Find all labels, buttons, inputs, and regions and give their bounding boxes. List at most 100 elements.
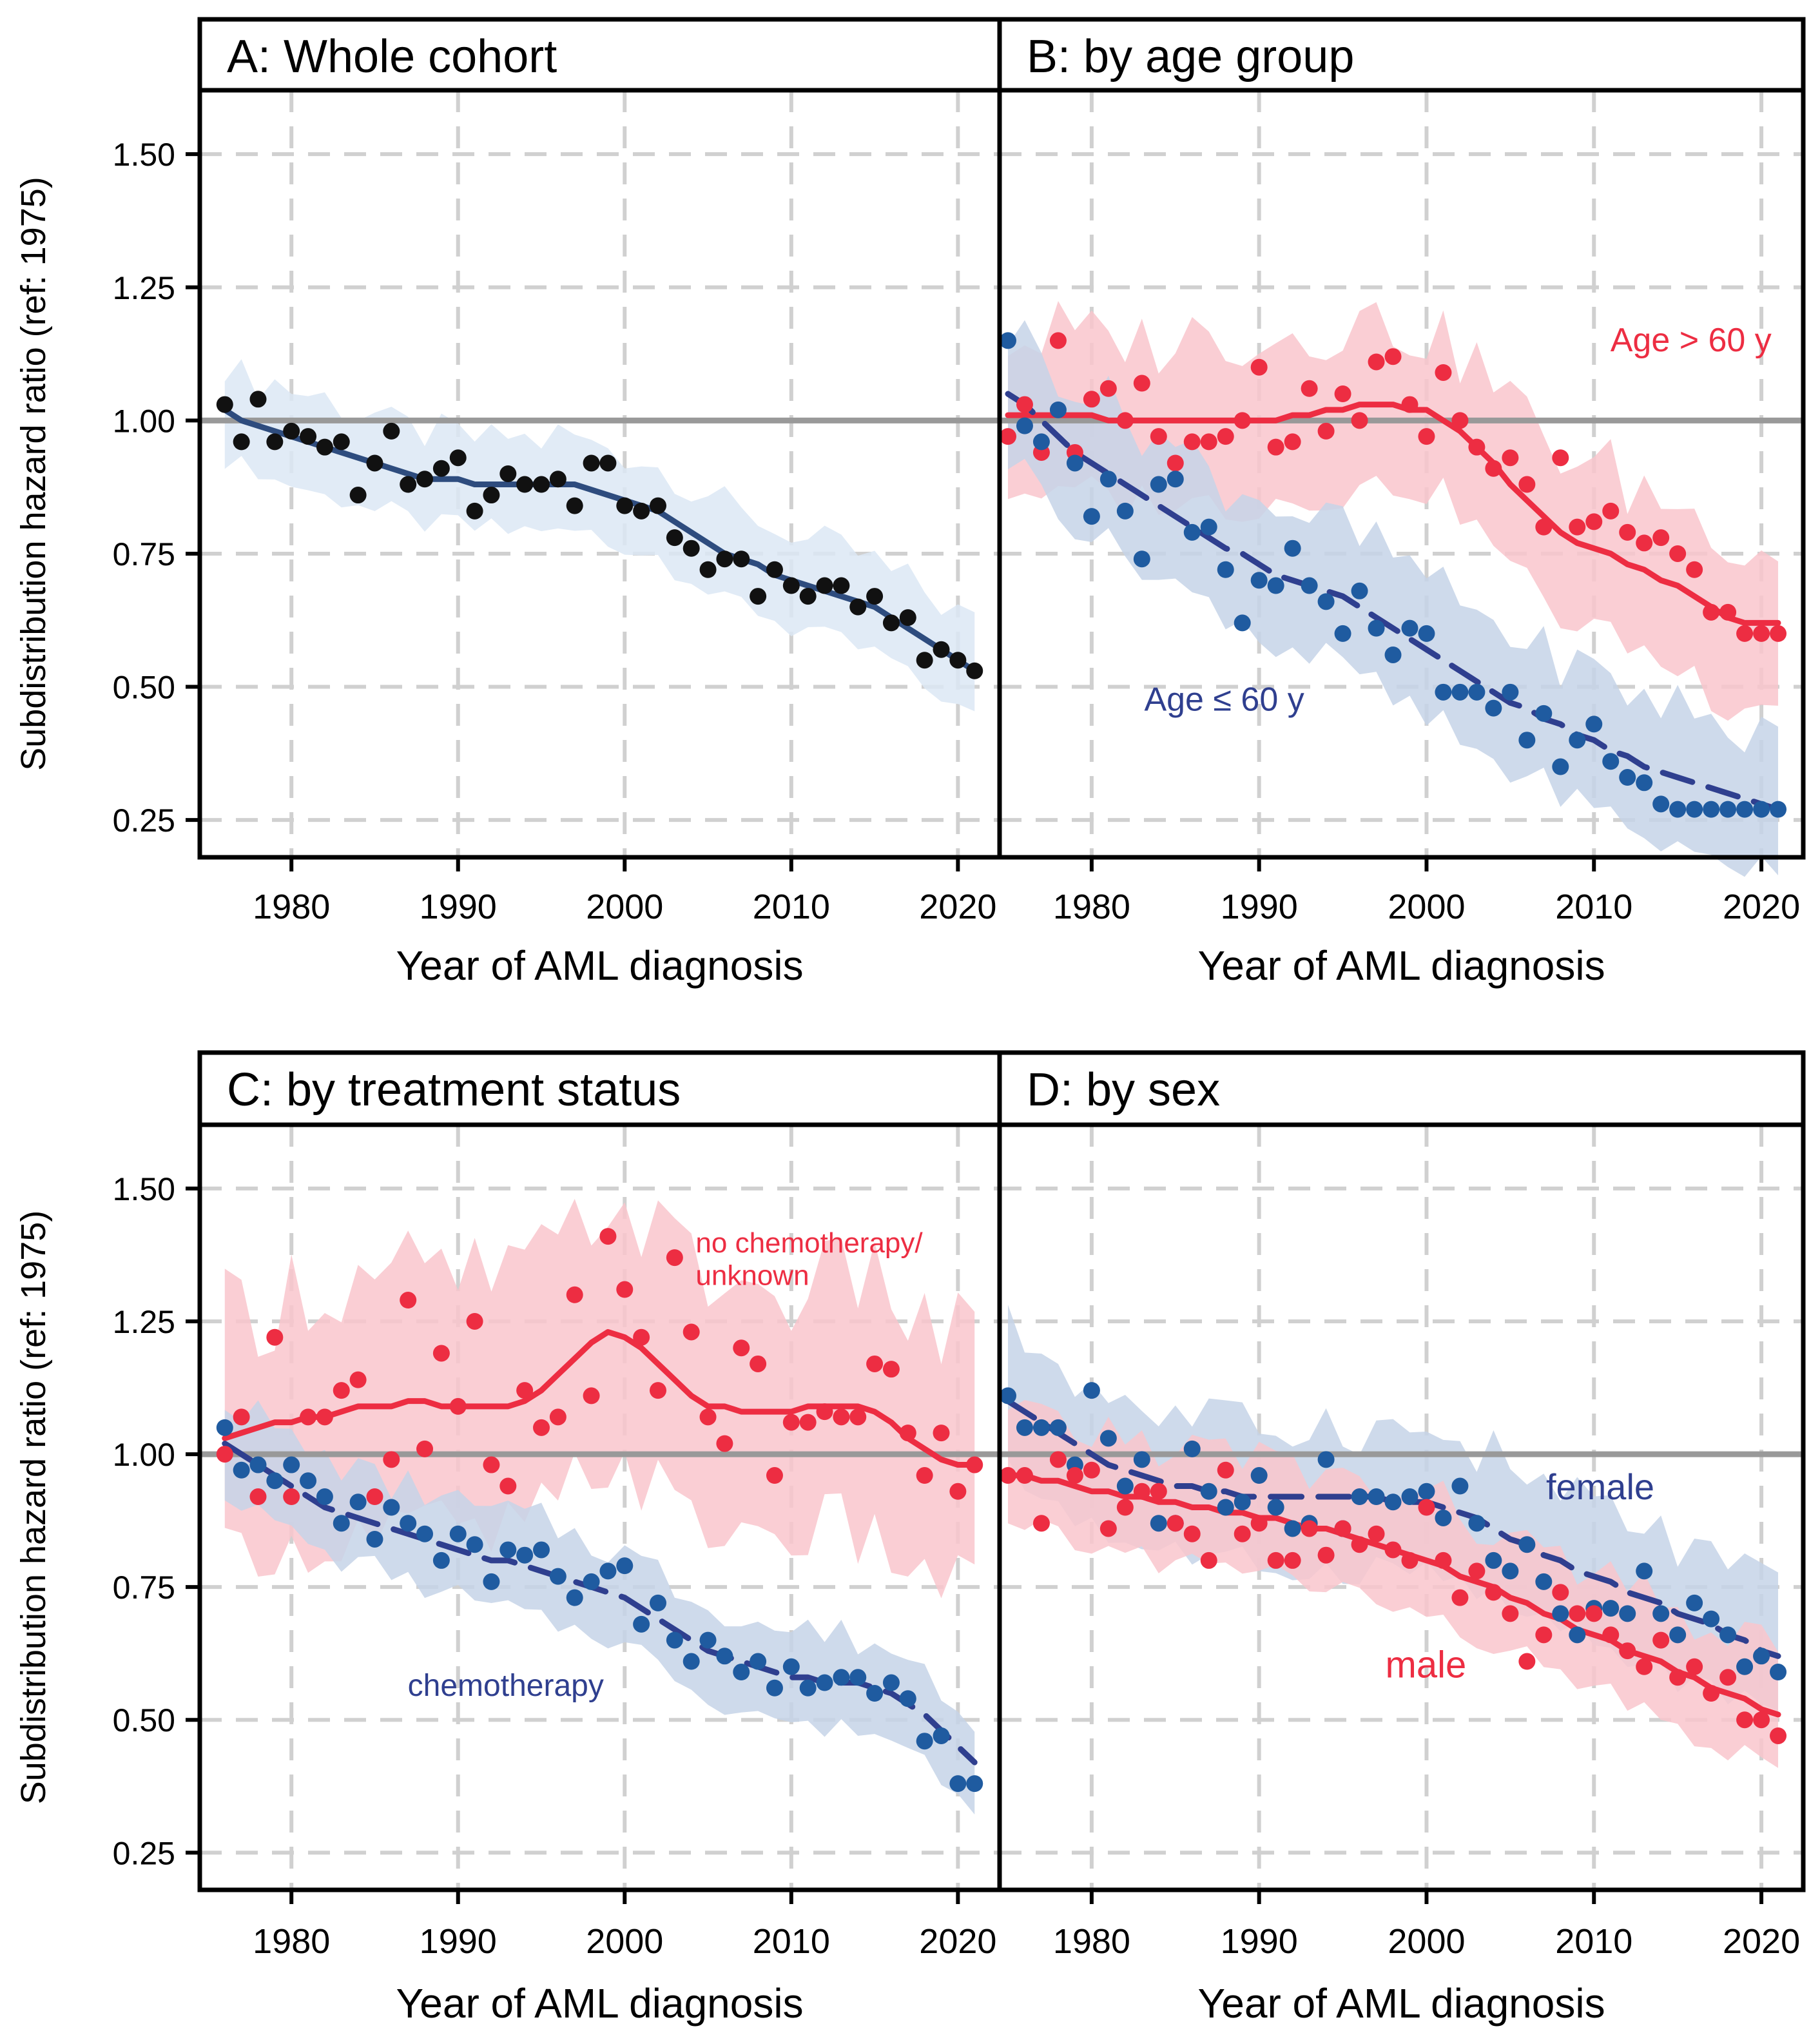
y-tick-label: 1.25 xyxy=(113,1304,175,1340)
x-tick-label: 2010 xyxy=(1555,888,1632,926)
data-point xyxy=(1435,683,1452,701)
data-point xyxy=(716,1648,733,1665)
data-point xyxy=(699,561,717,578)
data-point xyxy=(1133,1451,1150,1468)
x-tick-label: 2010 xyxy=(1555,1922,1632,1961)
x-tick-label: 2020 xyxy=(1723,888,1800,926)
data-point xyxy=(1502,1562,1519,1580)
data-point xyxy=(366,454,383,472)
data-point xyxy=(699,1408,717,1426)
data-point xyxy=(1518,732,1536,749)
data-point xyxy=(1619,523,1636,541)
data-point xyxy=(1552,1584,1569,1601)
data-point xyxy=(966,1775,983,1793)
data-point xyxy=(1535,705,1553,722)
data-point xyxy=(1351,1536,1368,1553)
data-point xyxy=(1217,1499,1234,1516)
data-point xyxy=(966,662,983,679)
y-tick-label: 1.25 xyxy=(113,270,175,306)
data-point xyxy=(1083,508,1100,525)
data-point xyxy=(1150,476,1167,493)
data-point xyxy=(1535,1573,1553,1590)
data-point xyxy=(799,588,817,605)
data-point xyxy=(616,1557,634,1575)
data-point xyxy=(816,577,833,594)
data-point xyxy=(1468,683,1486,701)
data-point xyxy=(1049,1451,1067,1468)
confidence-band xyxy=(224,1400,975,1815)
x-tick-label: 1980 xyxy=(253,1922,330,1961)
data-point xyxy=(300,1408,317,1426)
data-point xyxy=(999,428,1016,445)
data-point xyxy=(1032,433,1050,451)
data-point xyxy=(1099,1430,1117,1447)
data-point xyxy=(1518,1653,1536,1670)
x-axis-label: Year of AML diagnosis xyxy=(1197,1980,1605,2027)
data-point xyxy=(849,1408,867,1426)
data-point xyxy=(233,433,250,451)
data-point xyxy=(1435,1551,1452,1569)
data-point xyxy=(283,422,300,440)
data-point xyxy=(1368,353,1385,371)
trend-line xyxy=(222,1328,978,1468)
x-tick-label: 1990 xyxy=(420,1922,497,1961)
data-point xyxy=(1703,1685,1720,1702)
data-point xyxy=(499,1477,517,1495)
data-point xyxy=(1569,1626,1586,1644)
data-point xyxy=(432,1551,450,1569)
data-point xyxy=(966,1456,983,1473)
data-point xyxy=(1418,1483,1435,1500)
data-point xyxy=(216,396,233,413)
data-point xyxy=(1552,1605,1569,1622)
data-point xyxy=(1032,1419,1050,1436)
data-point xyxy=(1703,1610,1720,1628)
data-point xyxy=(349,487,367,504)
panel-title-box xyxy=(997,17,1806,93)
data-point xyxy=(1770,801,1787,818)
data-point xyxy=(1250,572,1268,589)
data-point xyxy=(366,1488,383,1506)
data-point xyxy=(383,1451,400,1468)
data-point xyxy=(1133,550,1150,568)
confidence-band xyxy=(1007,300,1779,721)
data-point xyxy=(882,1674,900,1691)
data-point xyxy=(1133,374,1150,392)
data-point xyxy=(533,476,550,493)
data-point xyxy=(1753,625,1770,642)
data-point xyxy=(1384,348,1402,365)
data-point xyxy=(266,1472,284,1490)
data-point xyxy=(1485,1551,1502,1569)
data-point xyxy=(1334,385,1351,403)
x-tick-label: 1990 xyxy=(1221,888,1298,926)
y-tick-label: 1.50 xyxy=(113,137,175,173)
data-point xyxy=(583,1573,600,1590)
data-point xyxy=(1116,1477,1134,1495)
y-tick-label: 0.75 xyxy=(113,536,175,572)
x-tick-label: 2020 xyxy=(919,1922,996,1961)
data-point xyxy=(1116,412,1134,429)
data-point xyxy=(300,1472,317,1490)
data-point xyxy=(583,454,600,472)
data-point xyxy=(1451,412,1469,429)
data-point xyxy=(949,652,967,669)
y-tick-label: 0.25 xyxy=(113,1835,175,1871)
data-point xyxy=(549,1408,566,1426)
data-point xyxy=(1317,1451,1335,1468)
data-point xyxy=(1418,428,1435,445)
series-label: male xyxy=(1386,1644,1467,1686)
data-point xyxy=(1334,1520,1351,1537)
data-point xyxy=(1116,502,1134,520)
data-point xyxy=(1518,476,1536,493)
data-point xyxy=(1719,603,1737,621)
data-point xyxy=(1686,561,1703,578)
data-point xyxy=(866,1355,884,1372)
data-point xyxy=(266,433,284,451)
data-point xyxy=(383,1499,400,1516)
data-point xyxy=(1183,433,1201,451)
data-point xyxy=(1116,1499,1134,1516)
data-point xyxy=(1284,1520,1301,1537)
data-point xyxy=(1317,593,1335,610)
data-point xyxy=(466,502,483,520)
data-point xyxy=(899,1425,916,1442)
data-point xyxy=(849,598,867,616)
